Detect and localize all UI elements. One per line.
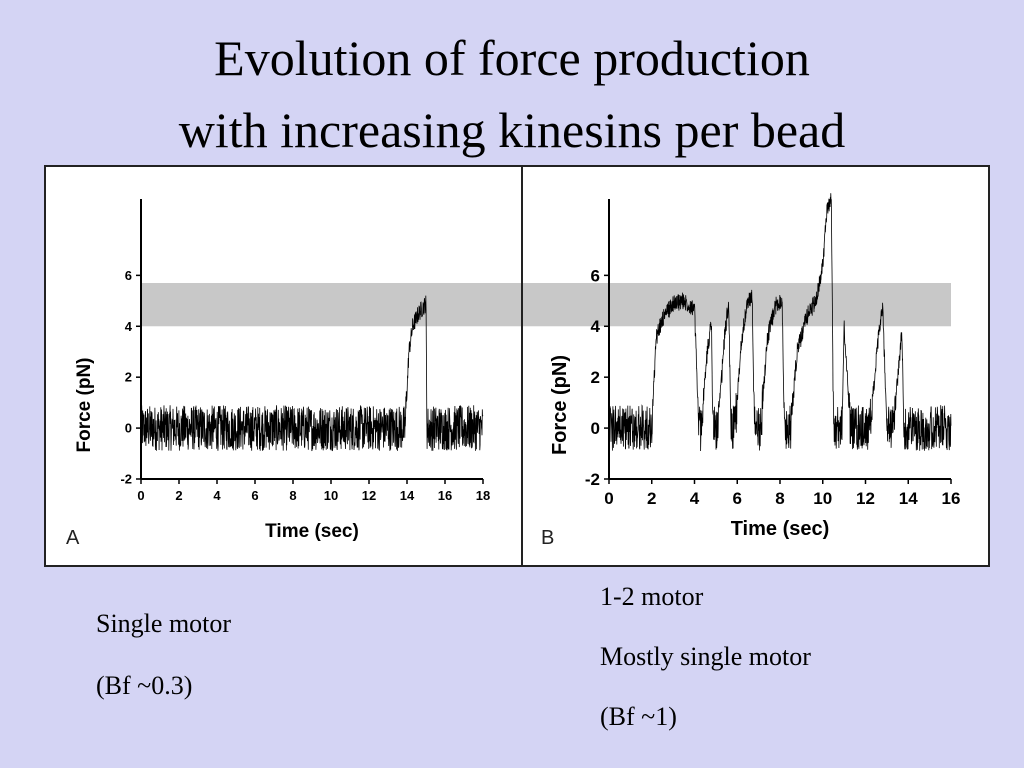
caption-right-line-2: Mostly single motor bbox=[600, 642, 811, 671]
x-tick-label-b: 6 bbox=[733, 489, 742, 508]
x-tick-label-a: 8 bbox=[289, 488, 296, 503]
x-tick-label-a: 12 bbox=[362, 488, 376, 503]
y-tick-label-a: 2 bbox=[125, 370, 132, 385]
caption-left-line-1: Single motor bbox=[96, 609, 232, 638]
caption-right-line-1: 1-2 motor bbox=[600, 582, 704, 611]
x-axis-title-a: Time (sec) bbox=[265, 521, 359, 542]
x-tick-label-b: 12 bbox=[856, 489, 875, 508]
x-axis-title-b: Time (sec) bbox=[731, 518, 830, 540]
title-line-1: Evolution of force production bbox=[214, 30, 810, 86]
panel-divider bbox=[521, 167, 523, 565]
panel-label-a: A bbox=[66, 527, 80, 549]
x-tick-label-a: 10 bbox=[324, 488, 338, 503]
title-line-2: with increasing kinesins per bead bbox=[178, 102, 846, 158]
y-tick-label-b: -2 bbox=[585, 470, 600, 489]
y-tick-label-b: 6 bbox=[591, 266, 600, 285]
x-tick-label-a: 2 bbox=[175, 488, 182, 503]
force-trace-b bbox=[608, 193, 952, 452]
caption-left: Single motor (Bf ~0.3) bbox=[96, 608, 231, 702]
caption-right: 1-2 motor Mostly single motor (Bf ~1) bbox=[600, 581, 811, 733]
x-tick-label-b: 0 bbox=[604, 489, 613, 508]
y-tick-label-b: 4 bbox=[591, 317, 601, 336]
panel-label-b: B bbox=[541, 527, 555, 549]
x-tick-label-a: 16 bbox=[438, 488, 452, 503]
x-tick-label-b: 8 bbox=[775, 489, 784, 508]
x-tick-label-b: 2 bbox=[647, 489, 656, 508]
x-tick-label-a: 0 bbox=[137, 488, 144, 503]
y-tick-label-b: 0 bbox=[591, 419, 600, 438]
y-axis-title-a: Force (pN) bbox=[74, 358, 95, 453]
y-tick-label-a: 6 bbox=[125, 268, 132, 283]
x-tick-label-a: 18 bbox=[476, 488, 490, 503]
y-axis-title-b: Force (pN) bbox=[549, 355, 571, 455]
y-tick-label-a: 4 bbox=[125, 319, 133, 334]
highlight-band bbox=[141, 283, 951, 327]
y-tick-label-a: -2 bbox=[120, 472, 132, 487]
figure-panel: 0 2 4 6 8 10 12 14 16 18 -2 0 2 4 6 Time (sec) Force (pN… bbox=[44, 165, 990, 567]
caption-right-line-3: (Bf ~1) bbox=[600, 702, 677, 731]
x-tick-label-a: 4 bbox=[213, 488, 221, 503]
y-tick-label-a: 0 bbox=[125, 421, 132, 436]
x-tick-label-b: 4 bbox=[690, 489, 700, 508]
caption-left-line-2: (Bf ~0.3) bbox=[96, 671, 193, 700]
slide-title: Evolution of force production with incre… bbox=[0, 22, 1024, 166]
y-tick-label-b: 2 bbox=[591, 368, 600, 387]
x-tick-label-b: 10 bbox=[813, 489, 832, 508]
x-tick-label-b: 16 bbox=[942, 489, 961, 508]
x-tick-label-a: 14 bbox=[400, 488, 415, 503]
force-trace-a bbox=[140, 295, 484, 452]
x-tick-label-b: 14 bbox=[899, 489, 918, 508]
x-tick-label-a: 6 bbox=[251, 488, 258, 503]
